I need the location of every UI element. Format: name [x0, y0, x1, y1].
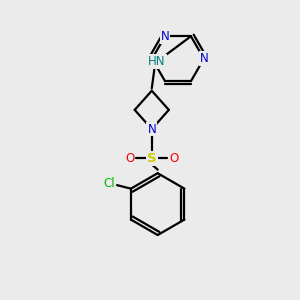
- Text: N: N: [147, 122, 156, 136]
- Text: S: S: [147, 152, 157, 165]
- Text: O: O: [169, 152, 178, 165]
- Text: Cl: Cl: [103, 177, 115, 190]
- Text: HN: HN: [148, 55, 166, 68]
- Text: N: N: [200, 52, 208, 65]
- Text: O: O: [125, 152, 134, 165]
- Text: N: N: [160, 30, 169, 43]
